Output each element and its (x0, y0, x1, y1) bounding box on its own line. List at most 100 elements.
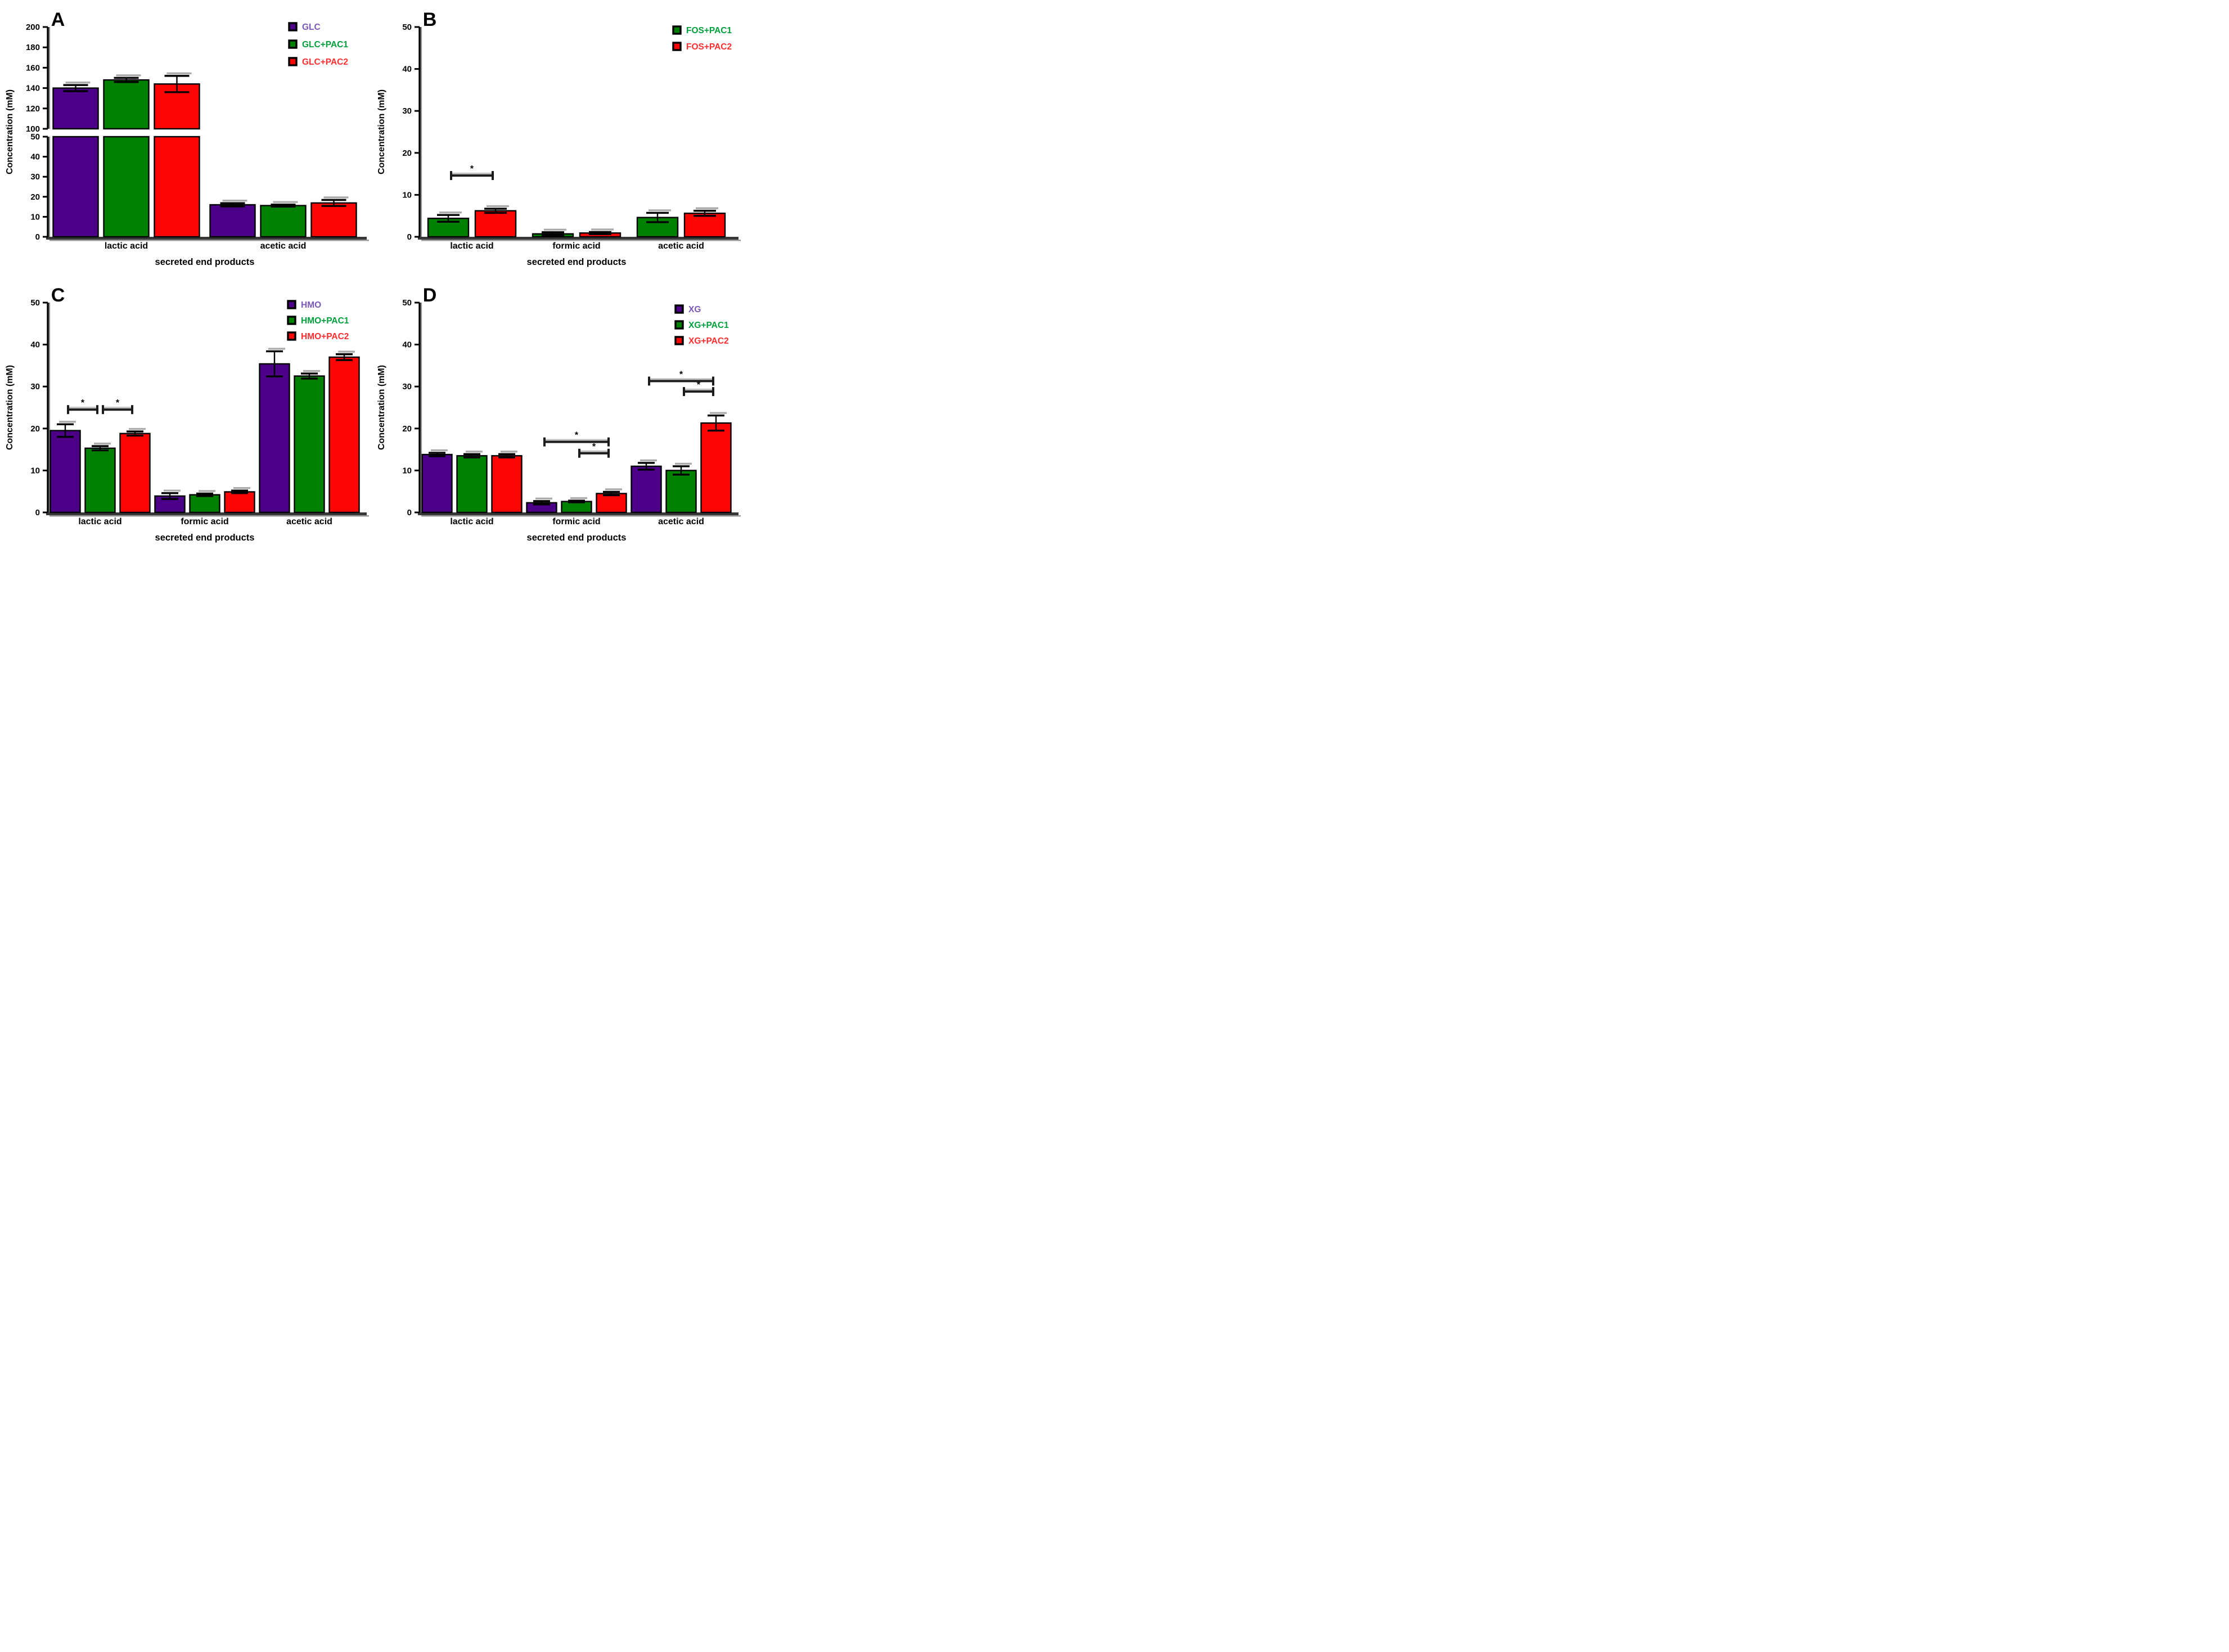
y-tick-label: 40 (402, 340, 412, 350)
y-tick-label: 0 (35, 232, 40, 242)
x-axis-title: secreted end products (155, 257, 255, 267)
category-label: lactic acid (450, 517, 493, 526)
x-axis-shadow (421, 515, 741, 517)
category-label: acetic acid (658, 517, 704, 526)
y-axis-title: Concentration (mM) (5, 89, 15, 174)
y-tick-label: 50 (30, 132, 40, 142)
y-tick-label: 40 (30, 152, 40, 162)
y-axis-title: Concentration (mM) (5, 365, 15, 450)
y-tick-label: 30 (402, 106, 412, 116)
category-label: lactic acid (78, 517, 121, 526)
bar-HMO+PAC1 (84, 447, 116, 514)
bar-HMO+PAC2 (119, 433, 151, 514)
x-axis-line (46, 512, 367, 515)
y-tick-label: 10 (30, 466, 40, 475)
legend-label-HMO: HMO (301, 300, 321, 310)
panel-d-chart: 0 10 20 30 40 50 * * * * lactic acid formic acid ace… (377, 285, 741, 543)
panel-letter: C (51, 285, 65, 306)
y-tick-label: 10 (402, 190, 412, 200)
bar-FOS+PAC2 (474, 210, 517, 238)
x-axis-line (46, 237, 367, 240)
bar-HMO (49, 430, 81, 514)
significance-star: * (81, 398, 85, 408)
legend-swatch-XG (674, 304, 684, 314)
category-label: formic acid (552, 241, 600, 251)
legend-label-HMO+PAC2: HMO+PAC2 (301, 332, 349, 341)
x-axis-shadow (421, 240, 741, 241)
panel-letter: B (423, 9, 437, 30)
legend-swatch-GLC (288, 22, 298, 31)
legend-label-GLC+PAC2: GLC+PAC2 (302, 57, 348, 67)
y-tick-label: 50 (402, 298, 412, 308)
legend-label-XG: XG (688, 305, 701, 314)
y-tick-label: 120 (26, 104, 40, 114)
bar-HMO+PAC1 (189, 494, 220, 514)
x-axis-title: secreted end products (527, 257, 627, 267)
bar-GLC+PAC1 (260, 205, 307, 238)
category-label: acetic acid (260, 241, 307, 251)
x-axis-line (418, 512, 739, 515)
legend-label-XG+PAC1: XG+PAC1 (688, 321, 729, 330)
significance-star: * (679, 370, 683, 380)
legend-swatch-XG+PAC1 (674, 320, 684, 330)
y-tick-label: 30 (30, 172, 40, 182)
panel-b-chart: 0 10 20 30 40 50 * lactic acid formic acid acetic… (377, 9, 741, 267)
category-label: formic acid (181, 517, 228, 526)
panel-c-chart: 0 10 20 30 40 50 * * lactic acid formic acid aceti… (5, 285, 369, 543)
bar-GLC-upper (52, 87, 99, 130)
y-tick-label: 20 (30, 192, 40, 202)
bar-XG+PAC1 (665, 470, 697, 514)
y-tick-label: 180 (26, 43, 40, 52)
category-label: lactic acid (105, 241, 148, 251)
y-tick-label: 50 (402, 22, 412, 32)
bar-HMO+PAC1 (294, 375, 325, 514)
legend-label-XG+PAC2: XG+PAC2 (688, 336, 729, 346)
x-axis-title: secreted end products (527, 533, 627, 543)
legend-swatch-HMO+PAC1 (287, 316, 296, 325)
panel-letter: D (423, 285, 437, 306)
x-axis-shadow (49, 515, 369, 517)
significance-star: * (470, 164, 474, 174)
significance-star: * (575, 431, 579, 440)
legend-label-HMO+PAC1: HMO+PAC1 (301, 316, 349, 326)
figure-four-panel-bar-charts: 0 10 20 30 40 50 100 120 140 160 180 200 lactic acid… (0, 0, 743, 551)
legend-label-FOS+PAC2: FOS+PAC2 (686, 42, 732, 52)
category-label: lactic acid (450, 241, 493, 251)
x-axis-shadow (49, 240, 369, 241)
bar-FOS+PAC2 (683, 213, 726, 238)
y-axis-title: Concentration (mM) (377, 365, 386, 450)
bar-HMO+PAC2 (224, 491, 255, 514)
bar-GLC+PAC1-upper (103, 79, 150, 130)
y-tick-label: 40 (30, 340, 40, 350)
legend-swatch-GLC+PAC2 (288, 57, 298, 66)
bar-GLC (209, 204, 256, 238)
panel-letter: A (51, 9, 65, 30)
legend-swatch-HMO+PAC2 (287, 331, 296, 341)
y-tick-label: 0 (407, 508, 412, 517)
y-tick-label: 30 (30, 382, 40, 391)
bar-XG+PAC2 (700, 422, 732, 514)
y-tick-label: 100 (26, 124, 40, 134)
significance-star: * (697, 380, 701, 390)
y-tick-label: 50 (30, 298, 40, 308)
legend-swatch-FOS+PAC2 (672, 42, 682, 51)
legend-swatch-XG+PAC2 (674, 336, 684, 345)
bar-XG+PAC1 (456, 455, 488, 514)
y-axis-title: Concentration (mM) (377, 89, 386, 174)
bar-XG (421, 453, 453, 514)
y-tick-label: 40 (402, 65, 412, 74)
y-tick-label: 20 (30, 424, 40, 434)
bar-XG+PAC2 (596, 493, 627, 514)
bar-HMO (259, 363, 290, 514)
bar-XG (631, 465, 662, 514)
y-tick-label: 0 (407, 232, 412, 242)
y-tick-label: 20 (402, 424, 412, 434)
bar-GLC+PAC1-lower (103, 136, 150, 238)
y-tick-label: 10 (402, 466, 412, 475)
significance-star: * (592, 442, 596, 452)
bar-GLC-lower (52, 136, 99, 238)
bar-GLC+PAC2 (310, 202, 357, 238)
legend-label-GLC: GLC (302, 22, 321, 32)
legend-swatch-FOS+PAC1 (672, 25, 682, 35)
